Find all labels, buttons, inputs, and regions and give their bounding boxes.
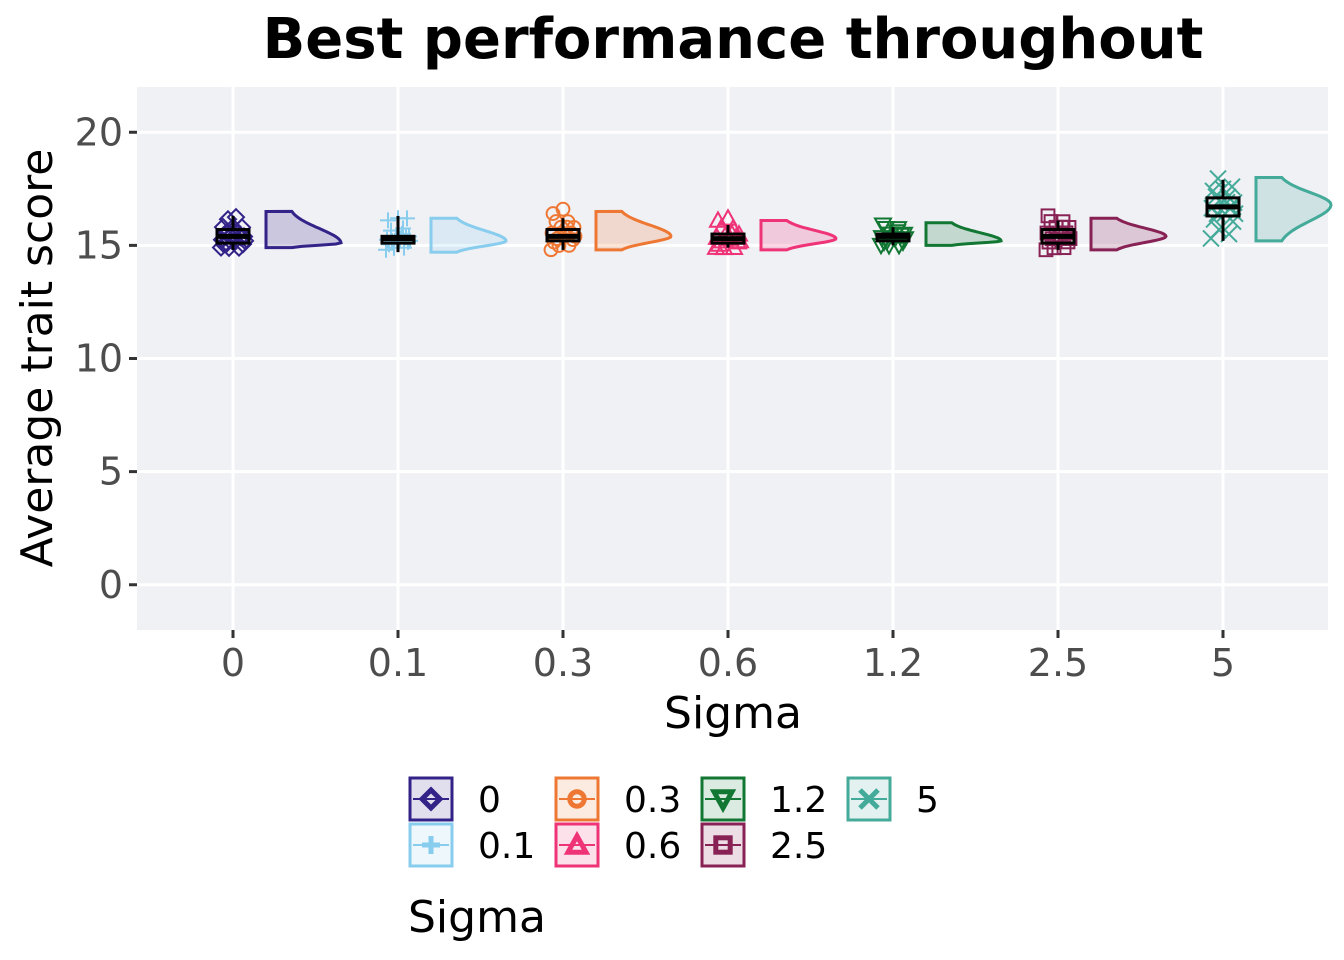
series-0.1 bbox=[378, 210, 508, 258]
legend-item-0.3: 0.3 bbox=[554, 776, 681, 822]
legend-marker bbox=[567, 789, 587, 809]
density-5 bbox=[1254, 176, 1333, 243]
legend-label: 0.1 bbox=[478, 826, 535, 867]
chart-title: Best performance throughout bbox=[263, 7, 1204, 72]
y-tick-label: 0 bbox=[99, 563, 123, 607]
y-tick-label: 15 bbox=[75, 223, 123, 267]
series-0.6 bbox=[706, 208, 838, 256]
legend-label: 0.3 bbox=[624, 780, 681, 821]
density-0.3 bbox=[594, 209, 673, 252]
gridlines bbox=[137, 87, 1328, 630]
x-tick-label: 0.6 bbox=[698, 641, 758, 685]
legend-label: 0.6 bbox=[624, 826, 681, 867]
point bbox=[1204, 182, 1222, 200]
point bbox=[399, 210, 415, 227]
x-axis: 0 0.1 0.3 0.6 1.2 2.5 5 bbox=[221, 630, 1235, 685]
density-2.5 bbox=[1089, 216, 1168, 252]
legend-label: 0 bbox=[478, 780, 501, 821]
legend-marker bbox=[422, 836, 440, 854]
x-tick-label: 1.2 bbox=[863, 641, 923, 685]
point bbox=[1040, 208, 1056, 224]
legend-label: 2.5 bbox=[770, 826, 827, 867]
y-axis-title: Average trait score bbox=[12, 149, 63, 568]
y-tick-label: 20 bbox=[75, 110, 123, 154]
density-0.1 bbox=[429, 216, 508, 254]
x-tick-label: 2.5 bbox=[1028, 641, 1088, 685]
series-5 bbox=[1202, 169, 1333, 248]
legend-item-2.5: 2.5 bbox=[700, 822, 827, 868]
series-2.5 bbox=[1038, 208, 1168, 258]
density-0 bbox=[264, 209, 343, 250]
point bbox=[718, 208, 738, 226]
legend-label: 1.2 bbox=[770, 780, 827, 821]
point bbox=[380, 212, 396, 229]
y-tick-label: 5 bbox=[99, 450, 123, 494]
density-0.6 bbox=[759, 218, 838, 252]
legend-label: 5 bbox=[916, 780, 939, 821]
x-tick-label: 5 bbox=[1211, 641, 1235, 685]
series-1.2 bbox=[871, 217, 1003, 256]
legend-title: Sigma bbox=[408, 892, 546, 943]
legend-marker bbox=[858, 788, 880, 810]
legend-marker bbox=[713, 835, 733, 855]
series-0.3 bbox=[543, 201, 673, 258]
series-0 bbox=[211, 207, 343, 258]
point bbox=[543, 242, 559, 258]
series-layer bbox=[211, 169, 1333, 258]
legend: Sigma 0 0.1 0.3 0.6 1.2 2.5 5 bbox=[408, 776, 939, 943]
legend-marker bbox=[709, 789, 737, 814]
point bbox=[217, 233, 237, 253]
y-axis: 0 5 10 15 20 bbox=[75, 110, 137, 607]
legend-marker bbox=[418, 786, 444, 812]
point bbox=[873, 217, 893, 235]
x-tick-label: 0.1 bbox=[368, 641, 428, 685]
legend-item-0.1: 0.1 bbox=[408, 822, 535, 868]
y-tick-label: 10 bbox=[75, 337, 123, 381]
density-1.2 bbox=[924, 221, 1003, 247]
x-axis-title: Sigma bbox=[664, 688, 802, 739]
x-tick-label: 0.3 bbox=[533, 641, 593, 685]
legend-item-0.6: 0.6 bbox=[554, 822, 681, 868]
point bbox=[1223, 177, 1241, 196]
point bbox=[226, 207, 246, 227]
x-tick-label: 0 bbox=[221, 641, 245, 685]
legend-item-0: 0 bbox=[408, 776, 501, 822]
legend-item-5: 5 bbox=[846, 776, 939, 822]
legend-item-1.2: 1.2 bbox=[700, 776, 827, 822]
legend-marker bbox=[563, 830, 591, 855]
point bbox=[555, 201, 571, 217]
